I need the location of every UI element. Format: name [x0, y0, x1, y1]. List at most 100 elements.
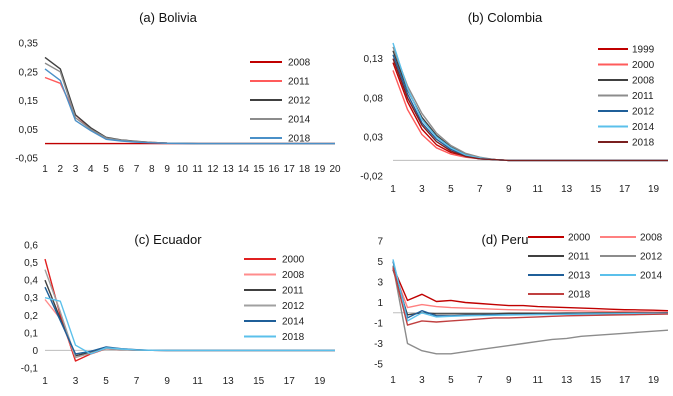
x-tick-label: 13: [223, 376, 235, 387]
y-tick-label: 0,5: [24, 258, 38, 269]
x-tick-label: 19: [314, 376, 326, 387]
legend-label: 2000: [632, 60, 655, 71]
y-tick-label: -1: [374, 319, 383, 330]
y-tick-label: 0,25: [19, 67, 39, 78]
panel-title: (d) Peru: [482, 232, 529, 247]
series-line-2018: [392, 267, 669, 326]
legend-label: 2018: [282, 332, 305, 343]
legend: 2000 2008 2011 2012 2014 2018: [244, 255, 305, 343]
x-tick-label: 19: [648, 375, 660, 386]
x-tick-label: 1: [390, 375, 396, 386]
y-tick-label: 0: [32, 346, 38, 357]
y-tick-label: 0,4: [24, 276, 38, 287]
x-tick-label: 9: [164, 164, 170, 175]
x-tick-label: 1: [42, 164, 48, 175]
x-tick-label: 3: [419, 184, 425, 195]
panel-3: (c) Ecuador-0,100,10,20,30,40,50,61 3 5 7 9 1…: [21, 232, 335, 387]
x-tick-label: 15: [590, 375, 602, 386]
legend-label: 2018: [632, 138, 655, 149]
y-tick-label: 0,1: [24, 328, 38, 339]
series-line-2012: [44, 269, 335, 359]
legend-label: 2018: [288, 134, 311, 145]
legend-label: 2014: [640, 271, 663, 282]
legend-label: 2013: [568, 271, 591, 282]
x-tick-label: 11: [192, 164, 203, 175]
x-tick-label: 5: [103, 164, 109, 175]
x-tick-label: 7: [134, 164, 140, 175]
y-tick-label: 0,13: [364, 54, 384, 65]
x-tick-label: 3: [419, 375, 425, 386]
y-tick-label: 7: [377, 237, 383, 248]
x-tick-label: 2: [57, 164, 63, 175]
legend-label: 2011: [288, 77, 310, 88]
legend: 2000 2008 2011 2012 2013 2014 2018: [528, 233, 663, 301]
x-tick-label: 11: [192, 376, 203, 387]
x-tick-label: 9: [164, 376, 170, 387]
x-tick-label: 5: [448, 184, 454, 195]
legend-label: 2008: [282, 270, 305, 281]
y-tick-label: 0,35: [19, 39, 39, 50]
y-tick-label: -5: [374, 360, 383, 371]
legend-label: 2012: [632, 107, 655, 118]
x-tick-label: 17: [284, 376, 296, 387]
legend-label: 2012: [288, 96, 311, 107]
legend-label: 2012: [282, 301, 305, 312]
x-tick-label: 10: [177, 164, 189, 175]
x-tick-label: 3: [73, 376, 79, 387]
legend-label: 1999: [632, 45, 655, 56]
x-tick-label: 13: [223, 164, 235, 175]
legend-label: 2000: [568, 233, 591, 244]
x-tick-label: 11: [533, 184, 544, 195]
x-tick-label: 13: [561, 375, 573, 386]
x-tick-label: 17: [619, 375, 631, 386]
legend-label: 2000: [282, 255, 305, 266]
x-tick-label: 17: [284, 164, 296, 175]
x-tick-label: 13: [561, 184, 573, 195]
legend-label: 2011: [632, 91, 654, 102]
x-tick-label: 11: [533, 375, 544, 386]
x-tick-label: 4: [88, 164, 94, 175]
series-line-2008: [392, 50, 668, 162]
x-tick-label: 18: [299, 164, 311, 175]
legend: 2008 2011 2012 2014 2018: [250, 58, 311, 145]
x-tick-label: 7: [134, 376, 140, 387]
x-tick-label: 1: [42, 376, 48, 387]
x-tick-label: 7: [477, 184, 483, 195]
y-tick-label: 0,15: [19, 96, 39, 107]
x-tick-label: 9: [506, 184, 512, 195]
series-line-2012: [392, 265, 669, 355]
series-line-2000: [392, 70, 668, 162]
y-tick-label: 0,6: [24, 241, 38, 252]
x-tick-label: 14: [238, 164, 250, 175]
series-line-2018: [44, 68, 335, 145]
x-tick-label: 16: [268, 164, 280, 175]
legend-label: 2008: [288, 58, 311, 69]
x-tick-label: 17: [619, 184, 631, 195]
panel-title: (a) Bolivia: [139, 10, 198, 25]
x-tick-label: 1: [390, 184, 396, 195]
x-tick-label: 5: [103, 376, 109, 387]
x-tick-label: 5: [448, 375, 454, 386]
legend-label: 2018: [568, 290, 591, 301]
x-tick-label: 15: [590, 184, 602, 195]
y-tick-label: -0,1: [21, 364, 39, 375]
series-line-2008: [392, 268, 669, 313]
series-line-2012: [392, 54, 668, 162]
legend-label: 2014: [282, 317, 305, 328]
y-tick-label: 5: [377, 257, 383, 268]
legend-label: 2011: [282, 286, 304, 297]
x-tick-label: 12: [207, 164, 219, 175]
legend-label: 2008: [640, 233, 663, 244]
series-line-2011: [392, 269, 669, 316]
x-tick-label: 19: [648, 184, 660, 195]
y-tick-label: 0,05: [19, 125, 39, 136]
series-line-2000: [392, 266, 669, 312]
panel-1: (a) Bolivia-0,050,050,150,250,351 2 3 4 5 6 7 8…: [15, 10, 341, 175]
x-tick-label: 19: [314, 164, 326, 175]
legend-label: 2008: [632, 76, 655, 87]
x-tick-label: 20: [329, 164, 341, 175]
y-tick-label: 1: [377, 298, 383, 309]
y-tick-label: -0,02: [360, 172, 383, 183]
